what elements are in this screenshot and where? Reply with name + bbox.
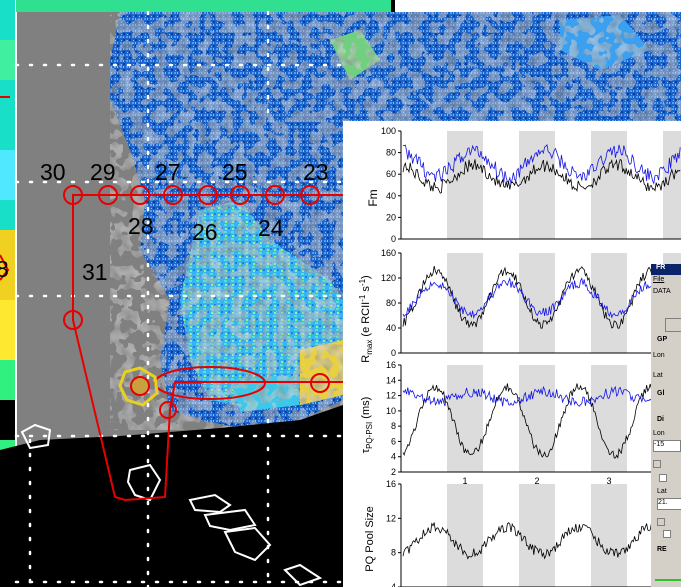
night-shade-3-1: [519, 484, 555, 587]
y-tick-label-0-4: 20: [386, 212, 396, 222]
night-shade-1-2: [591, 253, 627, 353]
tau-series-blue: [402, 385, 681, 408]
y-tick-label-1-3: 40: [386, 323, 396, 333]
station-label-23: 23: [303, 159, 329, 185]
ylabel-rmax: Rmax (e RCII-1 s-1): [358, 275, 374, 362]
night-shade-2-1: [519, 365, 555, 472]
x-tick-label-1: 2: [534, 476, 539, 486]
section-gps: GP: [657, 336, 668, 343]
ylabel-pq-pool: PQ Pool Size: [364, 506, 376, 571]
y-tick-label-0-2: 60: [386, 169, 396, 179]
y-tick-label-1-2: 80: [386, 298, 396, 308]
time-series-figure: 100 80 60 40 20 0 160 120 80 40 0 16 14 12 10 8 6 4 2 16 12 8…: [343, 121, 681, 587]
station-label-28: 28: [128, 213, 154, 239]
lat-input[interactable]: 21.: [657, 498, 681, 510]
station-label-27: 27: [155, 159, 181, 185]
night-shade-0-1: [519, 131, 555, 239]
lat-lon-grid: [14, 10, 345, 587]
lat-scroll-left[interactable]: [657, 518, 665, 526]
night-shade-0-3: [663, 131, 681, 239]
night-shade-1-1: [519, 253, 555, 353]
y-tick-label-0-0: 100: [381, 126, 396, 136]
night-shade-0-0: [447, 131, 483, 239]
lat-checkbox[interactable]: [663, 530, 671, 538]
app-window: FR File DATA GP Lon Lat Gl Di Lon -15 La…: [651, 264, 681, 587]
tau-series-black: [402, 383, 681, 459]
lon-scroll-left[interactable]: [653, 460, 661, 468]
edge-fragment-text-2: f: [2, 488, 6, 502]
x-tick-label-2: 3: [606, 476, 611, 486]
pq-pool-series: [402, 522, 681, 560]
rmax-series-black: [402, 266, 681, 329]
re-button[interactable]: RE: [657, 546, 667, 553]
night-shade-3-0: [447, 484, 483, 587]
station-label-24: 24: [258, 215, 284, 241]
x-tick-label-0: 1: [462, 476, 467, 486]
lon-checkbox[interactable]: [659, 474, 667, 482]
time-series-panels: 1008060402001601208040016141210864216128…: [358, 126, 681, 587]
y-tick-label-0-1: 80: [386, 148, 396, 158]
edge-fragment-text-1: 1: [2, 464, 8, 478]
edge-fragment-label: 8: [0, 256, 9, 282]
night-shade-3-2: [591, 484, 627, 587]
y-tick-label-3-2: 8: [391, 548, 396, 558]
rmax-series-blue: [402, 276, 681, 320]
y-tick-label-2-3: 10: [386, 406, 396, 416]
y-tick-label-2-0: 16: [386, 360, 396, 370]
cruise-track: [0, 185, 343, 502]
station-labels: 30 29 27 25 23 28 26 24 31 8: [0, 159, 329, 285]
section-di: Di: [657, 416, 664, 423]
y-tick-label-3-3: 4: [391, 582, 396, 587]
y-tick-label-2-1: 14: [386, 375, 396, 385]
lon-input[interactable]: -15: [653, 440, 681, 452]
y-tick-label-2-5: 6: [391, 436, 396, 446]
highlight-marker: [118, 366, 159, 407]
lat-label: Lat: [653, 372, 663, 379]
lat-label-2: Lat: [657, 488, 667, 495]
land-region: [0, 405, 343, 587]
fm-series-black: [402, 158, 681, 194]
night-shade-1-0: [447, 253, 483, 353]
y-tick-label-3-1: 12: [386, 513, 396, 523]
y-tick-label-1-1: 120: [381, 273, 396, 283]
ylabel-tau: τPQ-PSI (ms): [360, 397, 374, 454]
lon-label-2: Lon: [653, 430, 665, 437]
fm-series-blue: [402, 143, 681, 185]
lon-label: Lon: [653, 352, 665, 359]
highlight-dot: [130, 376, 150, 396]
section-gl: Gl: [657, 390, 665, 397]
station-label-31: 31: [82, 259, 108, 285]
station-label-25: 25: [222, 159, 248, 185]
night-shade-0-2: [591, 131, 627, 239]
ylabel-fm: Fm: [366, 189, 380, 206]
ocean-color-field: [110, 12, 681, 430]
station-label-26: 26: [192, 219, 218, 245]
tab-data[interactable]: DATA: [653, 288, 671, 295]
window-titlebar[interactable]: FR: [651, 264, 681, 275]
y-tick-label-2-6: 4: [391, 452, 396, 462]
top-strip: [16, 0, 681, 12]
night-shade-2-0: [447, 365, 483, 472]
status-bar: [655, 579, 681, 581]
gps-button[interactable]: [665, 318, 681, 332]
y-tick-label-1-4: 0: [391, 348, 396, 358]
y-tick-label-0-3: 40: [386, 191, 396, 201]
y-tick-label-0-5: 0: [391, 234, 396, 244]
y-tick-label-1-0: 160: [381, 248, 396, 258]
station-label-30: 30: [40, 159, 66, 185]
y-tick-label-2-7: 2: [391, 467, 396, 477]
station-label-29: 29: [90, 159, 116, 185]
y-tick-label-2-4: 8: [391, 421, 396, 431]
y-tick-label-3-0: 16: [386, 479, 396, 489]
y-tick-label-2-2: 12: [386, 391, 396, 401]
menu-file[interactable]: File: [653, 276, 665, 283]
island-outlines: [20, 423, 323, 587]
